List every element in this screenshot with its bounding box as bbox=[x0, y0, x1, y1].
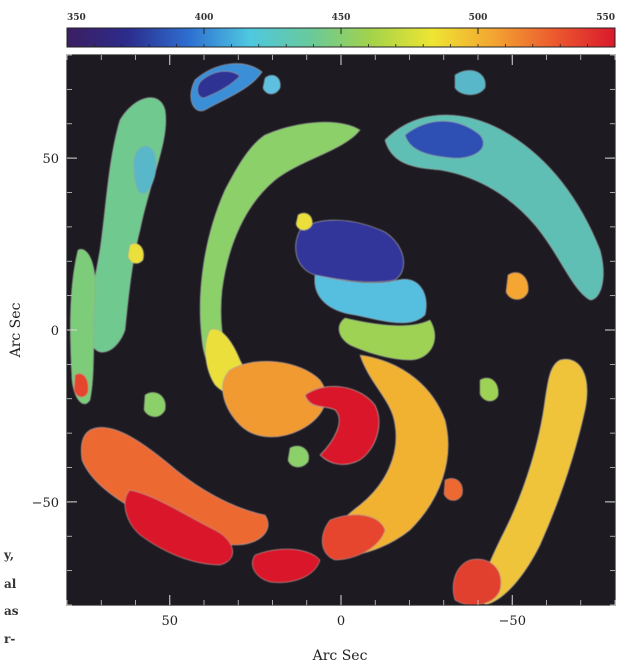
region-far-west-strip bbox=[70, 249, 96, 405]
side-text-line: r- bbox=[4, 632, 16, 646]
emission-regions bbox=[70, 63, 604, 605]
region-northeast-blue bbox=[404, 120, 484, 159]
region-clump-2 bbox=[295, 212, 313, 231]
region-clump-3 bbox=[505, 272, 529, 300]
region-clump-4 bbox=[73, 373, 89, 398]
x-axis-label: Arc Sec bbox=[312, 648, 368, 664]
region-center-cyan bbox=[314, 274, 427, 324]
colorbar-tick-label: 400 bbox=[195, 13, 214, 23]
side-text-line: al bbox=[4, 577, 17, 591]
region-clump-6 bbox=[443, 478, 463, 501]
region-clump-7 bbox=[287, 445, 309, 468]
region-center-north-cap bbox=[295, 219, 404, 283]
y-tick-label: −50 bbox=[32, 496, 59, 511]
x-tick-label: 0 bbox=[337, 614, 345, 629]
colorbar-labels: 350 400 450 500 550 bbox=[67, 13, 615, 23]
region-southeast-red bbox=[322, 514, 386, 561]
colorbar: 350 400 450 500 550 bbox=[66, 13, 616, 48]
region-clump-9 bbox=[127, 243, 144, 264]
y-tick-label: 0 bbox=[51, 324, 59, 339]
region-southwest-core bbox=[304, 385, 380, 465]
side-text-line: y, bbox=[4, 548, 15, 562]
region-south-band bbox=[80, 427, 269, 546]
x-tick-labels: 50 0 −50 bbox=[161, 614, 525, 629]
region-north-cap-dark bbox=[197, 70, 241, 99]
x-tick-label: −50 bbox=[499, 614, 526, 629]
colorbar-tick-label: 500 bbox=[469, 13, 488, 23]
plot-area: 50 0 −50 50 0 −50 Arc Sec Arc Sec bbox=[8, 54, 616, 664]
region-northeast-arc bbox=[384, 114, 604, 301]
region-clump-10 bbox=[479, 377, 499, 402]
colorbar-tick-label: 450 bbox=[332, 13, 351, 23]
side-text-line: as bbox=[4, 604, 19, 618]
region-south-red-2 bbox=[252, 548, 321, 583]
region-east-band-red bbox=[452, 558, 502, 605]
colorbar-tick-label: 550 bbox=[596, 13, 615, 23]
region-south-band-red bbox=[124, 489, 233, 566]
x-tick-label: 50 bbox=[161, 614, 178, 629]
region-northwest-arm-inner bbox=[133, 145, 157, 194]
y-axis-label: Arc Sec bbox=[8, 302, 24, 358]
axis-ticks bbox=[66, 54, 616, 606]
colorbar-ticks bbox=[66, 28, 616, 47]
y-tick-label: 50 bbox=[42, 152, 59, 167]
region-center-green bbox=[338, 317, 435, 361]
y-tick-labels: 50 0 −50 bbox=[32, 152, 59, 511]
region-southwest-orange bbox=[222, 361, 327, 438]
region-clump-1 bbox=[262, 75, 281, 95]
region-clump-8 bbox=[454, 70, 486, 95]
region-west-arc bbox=[199, 121, 361, 379]
colorbar-tick-label: 350 bbox=[67, 13, 86, 23]
region-clump-5 bbox=[143, 392, 166, 417]
